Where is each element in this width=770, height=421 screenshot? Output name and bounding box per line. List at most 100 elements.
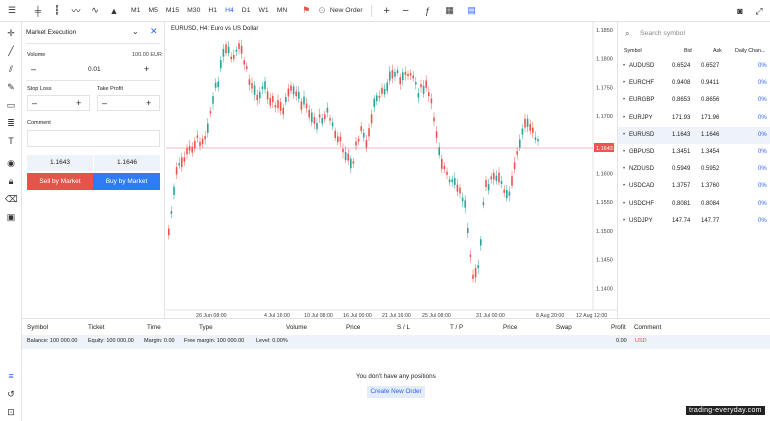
take-profit-minus-button[interactable]: – [102,98,108,108]
candle-body [337,136,339,143]
channel-icon[interactable]: ⫽ [8,64,13,74]
candle-body [454,178,456,185]
stop-loss-minus-button[interactable]: – [32,98,38,108]
timeframe-h4[interactable]: H4 [225,6,234,14]
candle-body [277,100,279,109]
watchlist-row-eurjpy[interactable]: • EURJPY 171.93 171.96 0% [618,110,770,127]
col-time: Time [147,324,161,331]
margin: Margin: 0.00 [144,338,175,344]
stop-loss-stepper[interactable]: – + [27,95,90,111]
timeframe-m15[interactable]: M15 [165,6,180,14]
menu-icon[interactable]: ☰ [7,5,17,15]
mountain-chart-icon[interactable]: ▲ [109,5,119,16]
flag-icon[interactable]: ⚑ [302,5,311,15]
bid-price: 0.8653 [672,97,691,104]
time-tick-label: 26 Jun 08:00 [196,313,227,318]
daily-change: 0% [758,114,767,121]
watchlist-row-eurusd[interactable]: • EURUSD 1.1643 1.1646 0% [618,126,770,144]
layers-icon[interactable]: ▣ [6,212,16,222]
fib-icon[interactable]: ≣ [7,118,15,128]
watchlist-row-usdcad[interactable]: • USDCAD 1.3757 1.3760 0% [618,178,770,195]
watchlist-row-gbpusd[interactable]: • GBPUSD 1.3451 1.3454 0% [618,144,770,161]
candle-body [360,126,362,131]
candle-body [300,101,303,110]
timeframe-w1[interactable]: W1 [258,6,269,14]
create-order-button[interactable]: Create New Order [367,386,425,398]
chevron-down-icon[interactable]: ⌄ [132,27,139,36]
watchlist-row-eurchf[interactable]: • EURCHF 0.9408 0.9411 0% [618,75,770,92]
text-icon[interactable]: T [8,136,14,146]
sell-button[interactable]: Sell by Market [27,173,93,190]
timeframe-m5[interactable]: M5 [148,6,158,14]
stop-loss-plus-button[interactable]: + [76,98,82,108]
eye-icon[interactable]: ◉ [7,158,15,168]
rectangle-icon[interactable]: ▭ [6,100,16,110]
volume-minus-button[interactable]: – [31,64,37,74]
volume-stepper[interactable]: – 0.01 + [27,62,160,78]
timeframe-m30[interactable]: M30 [187,6,201,14]
volume-field[interactable]: 0.01 [88,66,101,73]
screenshot-icon[interactable]: ◙ [737,6,743,16]
search-input[interactable]: Search symbol [640,30,685,37]
candle-body [404,71,407,75]
watchlist-row-usdjpy[interactable]: • USDJPY 147.74 147.77 0% [618,213,770,230]
watchlist-row-usdchf[interactable]: • USDCHF 0.8081 0.8084 0% [618,196,770,213]
buy-button[interactable]: Buy by Market [93,173,160,190]
daily-change: 0% [758,217,767,224]
daily-change: 0% [758,183,767,190]
volume-plus-button[interactable]: + [144,64,150,74]
symbol-name: USDCAD [629,183,655,190]
timeframe-h1[interactable]: H1 [208,6,218,14]
line-icon[interactable]: ╱ [8,46,14,56]
close-icon[interactable]: ✕ [150,26,158,36]
daily-change: 0% [758,131,767,138]
watchlist-row-nzdusd[interactable]: • NZDUSD 0.5949 0.5952 0% [618,161,770,178]
timeframe-m1[interactable]: M1 [131,6,141,14]
line-chart-icon[interactable]: 〰 [71,6,81,16]
candle-body [415,82,417,85]
crosshair-icon[interactable]: ✛ [7,28,15,38]
bid-price: 1.1643 [672,131,691,138]
candlestick-chart[interactable]: 1.18501.18001.17501.17001.16501.16001.15… [166,22,617,318]
col-type: Type [199,324,213,331]
candle-body [407,73,409,76]
timeframe-mn[interactable]: MN [276,6,288,14]
take-profit-stepper[interactable]: – + [97,95,160,111]
list-icon[interactable]: ≡ [8,371,14,381]
trash-icon[interactable]: ⌫ [5,194,18,204]
fullscreen-icon[interactable]: ⤢ [755,5,763,16]
plus-icon[interactable]: + [383,4,390,17]
lock-icon[interactable]: 🔒︎ [8,176,14,186]
current-price-label: 1.1643 [596,146,613,152]
terminal-icon[interactable]: ⊡ [7,407,15,417]
minus-icon[interactable]: − [402,4,409,17]
order-type-select[interactable]: Market Execution [26,29,77,36]
candle-body [464,200,466,208]
bid-price: 1.3757 [672,183,691,190]
history-icon[interactable]: ↺ [7,389,15,399]
candle-body [446,171,448,175]
price-chart[interactable]: 1.18501.18001.17501.17001.16501.16001.15… [166,22,617,318]
template-icon[interactable]: ▤ [467,5,476,15]
col-bid: Bid [684,48,692,54]
new-order-button[interactable]: ⊙ New Order [313,5,367,16]
candles-icon[interactable]: ┇ [54,5,60,15]
candle-body [196,135,199,138]
candle-body [311,112,313,123]
candle-body [365,140,368,148]
ask-price: 171.96 [701,114,720,121]
comment-field[interactable] [27,130,160,147]
indicators-icon[interactable]: ƒ [425,5,431,16]
candle-body [363,132,365,138]
candle-body [506,189,508,199]
take-profit-plus-button[interactable]: + [146,98,152,108]
watchlist-row-audusd[interactable]: • AUDUSD 0.6524 0.6527 0% [618,58,770,75]
watchlist-row-eurgbp[interactable]: • EURGBP 0.8653 0.8656 0% [618,92,770,109]
candle-body [399,77,401,85]
calendar-icon[interactable]: ▦ [445,5,454,15]
bar-chart-icon[interactable]: ╪ [34,5,42,16]
timeframe-d1[interactable]: D1 [241,6,251,14]
area-chart-icon[interactable]: ∿ [91,5,99,15]
candle-body [381,87,383,94]
pencil-icon[interactable]: ✎ [7,82,15,92]
